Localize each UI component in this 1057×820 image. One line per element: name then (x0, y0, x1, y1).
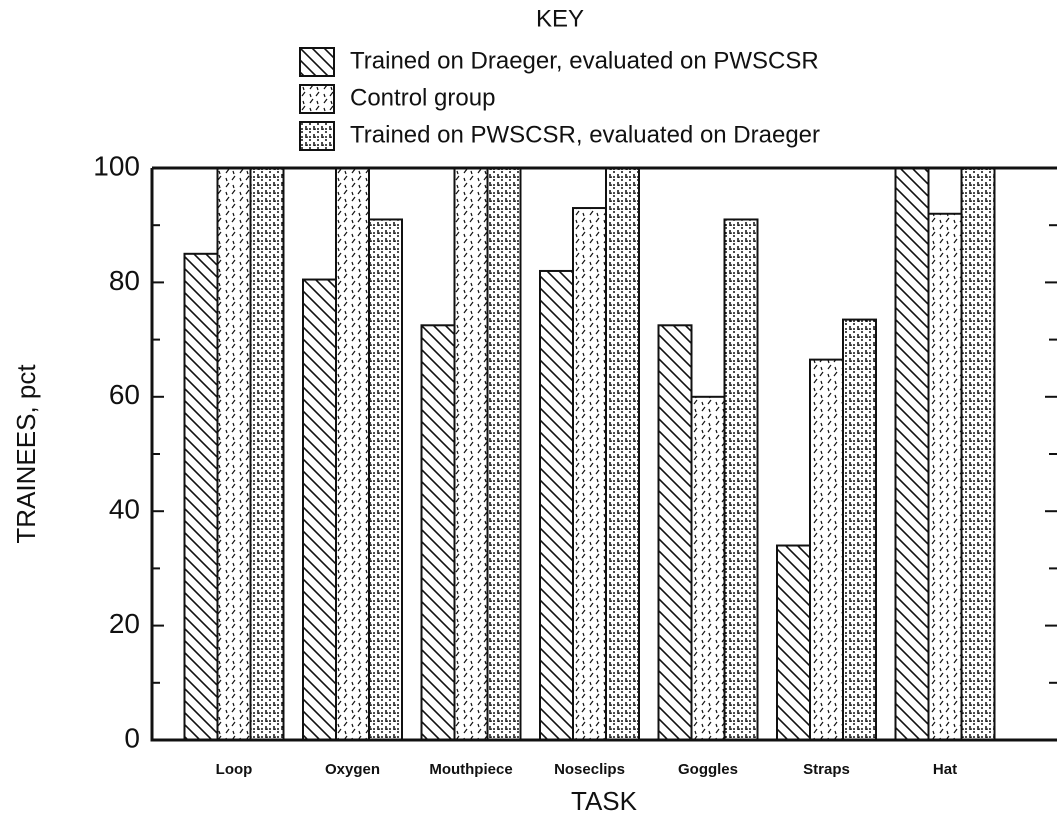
legend-label: Trained on Draeger, evaluated on PWSCSR (350, 47, 819, 74)
bar (420, 324, 456, 741)
y-axis-label: TRAINEES, pct (11, 364, 41, 544)
y-tick-label: 60 (109, 379, 140, 410)
y-tick-label: 20 (109, 608, 140, 639)
x-tick-label: Mouthpiece (429, 761, 512, 778)
x-tick-label: Loop (216, 761, 253, 778)
bar (842, 318, 877, 741)
bar (776, 544, 811, 742)
x-tick-label: Hat (933, 761, 957, 778)
x-tick-label: Noseclips (554, 761, 625, 778)
bar (605, 167, 640, 741)
bar (894, 167, 930, 741)
bar (302, 278, 337, 741)
bar (453, 167, 489, 741)
y-tick-label: 0 (124, 722, 140, 753)
bar (572, 207, 607, 742)
x-tick-label: Oxygen (325, 761, 380, 778)
bar (927, 212, 963, 741)
x-axis-label: TASK (571, 786, 638, 816)
legend-swatch (299, 84, 335, 114)
y-tick-label: 80 (109, 265, 140, 296)
y-tick-label: 40 (109, 494, 140, 525)
bar (216, 167, 252, 741)
bar (368, 218, 403, 742)
legend-label: Control group (350, 84, 495, 111)
legend-swatch (299, 47, 335, 77)
legend-swatch (299, 121, 335, 151)
bar (335, 167, 370, 741)
bar (183, 252, 219, 742)
y-tick-label: 100 (93, 150, 140, 181)
plot-frame (150, 166, 1057, 742)
legend-label: Trained on PWSCSR, evaluated on Draeger (350, 121, 820, 148)
x-tick-label: Straps (803, 761, 850, 778)
x-tick-label: Goggles (678, 761, 738, 778)
bar (960, 167, 996, 741)
legend-title: KEY (536, 5, 584, 32)
bar (539, 269, 574, 741)
bar (690, 395, 726, 741)
bar (486, 167, 522, 741)
bar (249, 167, 285, 741)
bar (809, 358, 844, 741)
bar (657, 324, 693, 741)
bar (723, 218, 759, 742)
